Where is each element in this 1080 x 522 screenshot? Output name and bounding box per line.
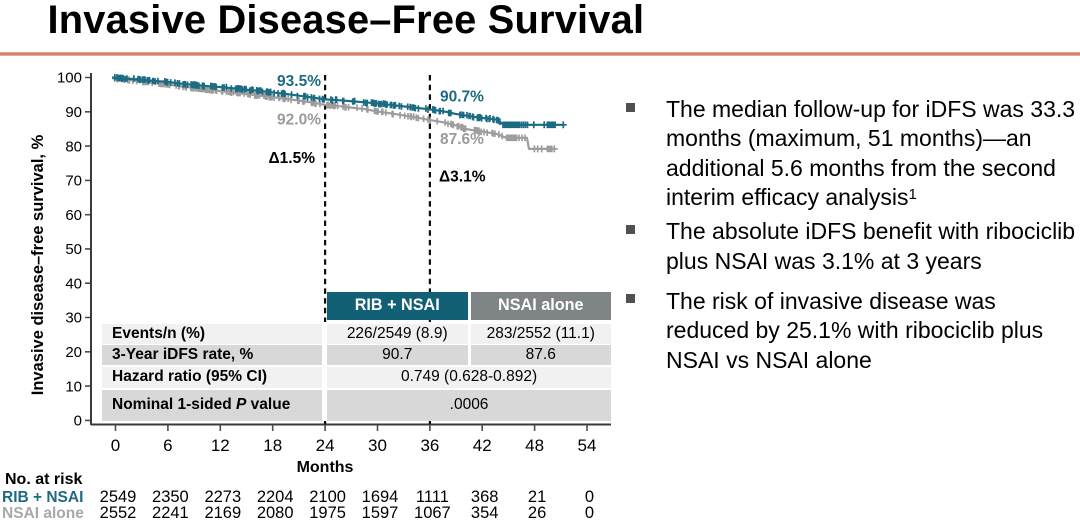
svg-text:42: 42 [473, 436, 492, 455]
svg-text:368: 368 [471, 488, 499, 506]
svg-text:48: 48 [525, 436, 544, 455]
svg-text:90.7%: 90.7% [440, 89, 484, 106]
svg-text:Invasive disease–free survival: Invasive disease–free survival, % [29, 134, 47, 395]
svg-text:70: 70 [65, 173, 82, 190]
svg-text:100: 100 [57, 70, 82, 87]
svg-text:2273: 2273 [204, 488, 241, 506]
svg-text:21: 21 [528, 488, 546, 506]
svg-text:87.6%: 87.6% [440, 131, 484, 148]
svg-text:10: 10 [65, 378, 82, 395]
svg-text:12: 12 [211, 436, 230, 455]
svg-text:36: 36 [420, 436, 439, 455]
svg-text:Δ1.5%: Δ1.5% [269, 150, 316, 167]
svg-text:2080: 2080 [257, 504, 294, 522]
svg-text:30: 30 [368, 436, 387, 455]
svg-text:6: 6 [163, 436, 172, 455]
svg-text:Δ3.1%: Δ3.1% [439, 169, 486, 186]
svg-text:26: 26 [528, 504, 546, 522]
svg-text:60: 60 [65, 207, 82, 224]
svg-text:1975: 1975 [309, 504, 346, 522]
svg-text:0: 0 [111, 436, 120, 455]
svg-text:90: 90 [65, 104, 82, 121]
svg-text:80: 80 [65, 138, 82, 155]
svg-text:2100: 2100 [309, 488, 346, 506]
svg-text:1067: 1067 [414, 504, 451, 522]
svg-text:30: 30 [65, 310, 82, 327]
svg-text:2552: 2552 [100, 504, 137, 522]
svg-text:Months: Months [297, 459, 354, 476]
svg-text:1597: 1597 [362, 504, 399, 522]
svg-text:0: 0 [585, 504, 594, 522]
svg-text:0: 0 [585, 488, 594, 506]
svg-text:20: 20 [65, 344, 82, 361]
svg-text:NSAI alone: NSAI alone [2, 505, 84, 522]
svg-text:354: 354 [471, 504, 499, 522]
svg-text:40: 40 [65, 275, 82, 292]
svg-text:24: 24 [316, 436, 335, 455]
svg-text:RIB + NSAI: RIB + NSAI [2, 489, 83, 506]
svg-text:54: 54 [578, 436, 597, 455]
svg-text:92.0%: 92.0% [277, 112, 321, 129]
svg-text:2350: 2350 [152, 488, 189, 506]
svg-text:2549: 2549 [100, 488, 137, 506]
svg-text:1111: 1111 [416, 488, 449, 506]
svg-text:18: 18 [263, 436, 282, 455]
svg-text:2241: 2241 [152, 504, 189, 522]
svg-text:2169: 2169 [204, 504, 241, 522]
svg-text:93.5%: 93.5% [277, 73, 321, 90]
svg-text:0: 0 [74, 413, 82, 430]
svg-text:50: 50 [65, 241, 82, 258]
svg-text:No. at risk: No. at risk [5, 471, 82, 488]
svg-text:2204: 2204 [257, 488, 294, 506]
svg-text:1694: 1694 [362, 488, 399, 506]
